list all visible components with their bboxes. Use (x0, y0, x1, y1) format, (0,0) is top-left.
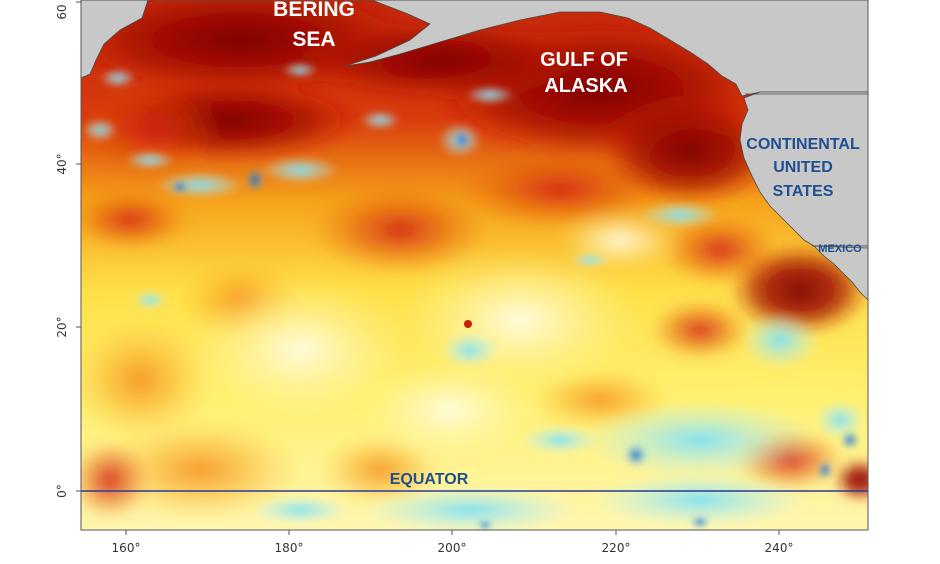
label-gulf-of-alaska-line2: ALASKA (544, 75, 627, 97)
x-axis: 160° 180° 200° 220° 240° (112, 530, 794, 555)
x-tick-label: 240° (765, 541, 794, 555)
label-continental-us-line2: UNITED (773, 159, 833, 176)
land-alaska (344, 0, 869, 97)
y-tick-label: 20° (55, 316, 69, 337)
label-continental-us-line1: CONTINENTAL (746, 136, 860, 153)
land-continental-us (739, 91, 869, 247)
x-tick-label: 180° (275, 541, 304, 555)
land-russia (80, 0, 149, 79)
x-tick-label: 160° (112, 541, 141, 555)
y-tick-label: 0° (55, 484, 69, 498)
x-tick-label: 200° (438, 541, 467, 555)
label-bering-sea-line2: SEA (292, 28, 335, 51)
label-continental-us-line3: STATES (773, 183, 834, 200)
land-masses (80, 0, 869, 301)
y-tick-label: 60 (55, 4, 69, 19)
temperature-anomaly-field (81, 0, 868, 530)
y-tick-label: 40° (55, 153, 69, 174)
y-axis: 0° 20° 40° 60 (55, 1, 81, 498)
plot-frame (80, 0, 869, 531)
label-gulf-of-alaska-line1: GULF OF (540, 49, 628, 71)
label-mexico: MEXICO (818, 243, 862, 255)
label-equator: EQUATOR (390, 471, 469, 488)
x-tick-label: 220° (602, 541, 631, 555)
label-bering-sea-line1: BERING (273, 0, 355, 21)
